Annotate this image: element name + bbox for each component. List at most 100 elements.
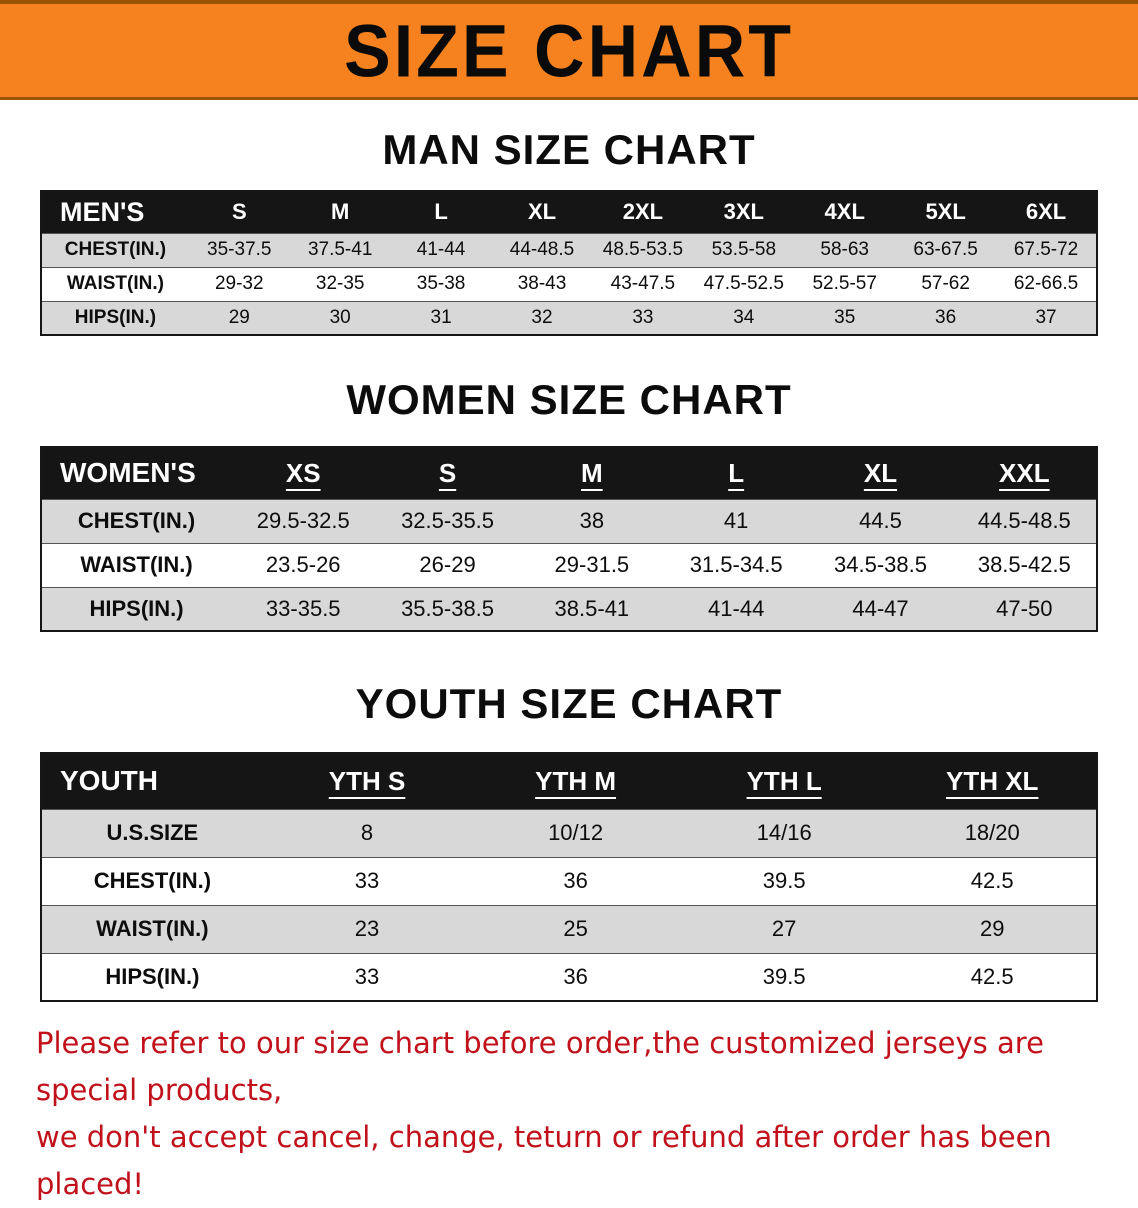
size-value-cell: 38-43 bbox=[517, 273, 567, 294]
row-label: WAIST(IN.) bbox=[96, 916, 209, 941]
size-value-cell: 44.5-48.5 bbox=[977, 508, 1071, 533]
size-value-cell: 29-31.5 bbox=[554, 552, 630, 577]
row-label: U.S.SIZE bbox=[106, 820, 199, 845]
row-label: HIPS(IN.) bbox=[105, 963, 200, 989]
size-value-cell: 34.5-38.5 bbox=[834, 552, 927, 577]
size-column-label: 2XL bbox=[622, 199, 664, 225]
row-label: CHEST(IN.) bbox=[93, 868, 212, 893]
size-column-label: L bbox=[434, 199, 448, 225]
men-section-heading: MAN SIZE CHART bbox=[382, 126, 756, 173]
size-column-label: M bbox=[581, 457, 603, 488]
row-label: HIPS(IN.) bbox=[89, 595, 184, 621]
size-column-label: YTH M bbox=[535, 765, 617, 796]
table-header-row: WOMEN'S XS S M L XL XXL bbox=[41, 447, 1097, 499]
size-value-cell: 37 bbox=[1035, 306, 1057, 328]
size-column-label: S bbox=[231, 199, 247, 225]
table-header-row: YOUTH YTH S YTH M YTH L YTH XL bbox=[41, 753, 1097, 809]
size-column-label: S bbox=[438, 457, 457, 488]
size-column-header: M bbox=[289, 191, 391, 233]
banner: SIZE CHART bbox=[0, 0, 1138, 100]
table-row: HIPS(IN.) 29 30 31 32 33 34 35 36 37 bbox=[41, 301, 1097, 335]
table-corner-label: YOUTH bbox=[41, 753, 263, 809]
size-value-cell: 27 bbox=[771, 916, 797, 941]
women-section-heading: WOMEN SIZE CHART bbox=[346, 376, 792, 423]
size-value-cell: 38.5-41 bbox=[554, 595, 630, 621]
size-column-label: M bbox=[331, 199, 350, 225]
size-value-cell: 10/12 bbox=[548, 820, 604, 845]
row-label: WAIST(IN.) bbox=[80, 552, 193, 577]
size-value-cell: 32-35 bbox=[315, 273, 365, 294]
size-column-header: XS bbox=[231, 447, 376, 499]
size-value-cell: 30 bbox=[329, 306, 351, 328]
size-value-cell: 32.5-35.5 bbox=[401, 508, 495, 533]
footer-note-line-1: Please refer to our size chart before or… bbox=[36, 1026, 1044, 1107]
size-value-cell: 42.5 bbox=[970, 963, 1014, 989]
size-value-cell: 44.5 bbox=[859, 508, 902, 533]
size-column-label: L bbox=[728, 457, 745, 488]
size-value-cell: 34 bbox=[733, 306, 755, 328]
size-value-cell: 35-37.5 bbox=[207, 239, 272, 260]
size-value-cell: 35-38 bbox=[416, 273, 466, 294]
row-label: CHEST(IN.) bbox=[77, 508, 196, 533]
size-value-cell: 29-32 bbox=[214, 273, 264, 294]
size-value-cell: 52.5-57 bbox=[812, 273, 877, 294]
size-value-cell: 23 bbox=[354, 916, 380, 941]
size-value-cell: 38 bbox=[579, 508, 605, 533]
size-value-cell: 26-29 bbox=[419, 552, 476, 577]
size-value-cell: 38.5-42.5 bbox=[977, 552, 1071, 577]
size-column-label: XXL bbox=[999, 457, 1050, 488]
size-column-label: YTH L bbox=[746, 765, 822, 796]
size-value-cell: 36 bbox=[563, 963, 588, 989]
size-value-cell: 41-44 bbox=[708, 595, 765, 621]
size-column-header: XL bbox=[491, 191, 593, 233]
size-table: YOUTH YTH S YTH M YTH L YTH XL U.S.SIZE 8 10/12… bbox=[40, 752, 1098, 1002]
size-value-cell: 33 bbox=[632, 306, 654, 328]
size-value-cell: 44-48.5 bbox=[509, 239, 575, 260]
women-size-table: WOMEN'S XS S M L XL XXL CHEST(IN.) 29.5-32.5 32.5… bbox=[0, 446, 1138, 632]
size-column-header: 4XL bbox=[794, 191, 896, 233]
size-column-label: 3XL bbox=[723, 199, 764, 225]
table-row: WAIST(IN.) 29-32 32-35 35-38 38-43 43-47.5 47.… bbox=[41, 267, 1097, 301]
size-value-cell: 23.5-26 bbox=[265, 552, 341, 577]
table-row: WAIST(IN.) 23 25 27 29 bbox=[41, 905, 1097, 953]
size-value-cell: 48.5-53.5 bbox=[602, 239, 684, 260]
size-value-cell: 29 bbox=[228, 306, 250, 328]
size-column-header: S bbox=[188, 191, 290, 233]
size-value-cell: 8 bbox=[360, 820, 374, 845]
size-column-label: 4XL bbox=[824, 199, 865, 225]
size-column-header: XL bbox=[808, 447, 953, 499]
size-value-cell: 33 bbox=[354, 963, 380, 989]
size-value-cell: 62-66.5 bbox=[1013, 273, 1079, 294]
size-value-cell: 67.5-72 bbox=[1013, 239, 1079, 260]
table-corner-label: MEN'S bbox=[41, 191, 189, 233]
size-value-cell: 57-62 bbox=[921, 273, 970, 294]
size-value-cell: 47-50 bbox=[996, 595, 1053, 621]
row-label: WAIST(IN.) bbox=[66, 273, 164, 294]
size-column-header: YTH M bbox=[471, 753, 680, 809]
youth-size-table: YOUTH YTH S YTH M YTH L YTH XL U.S.SIZE 8 10/12… bbox=[0, 752, 1138, 1002]
size-column-header: S bbox=[375, 447, 520, 499]
men-size-table: MEN'S S M L XL 2XL 3XL 4XL 5XL 6XL CHEST(IN.) 35-37… bbox=[0, 190, 1138, 336]
size-column-label: 6XL bbox=[1025, 199, 1067, 225]
youth-section-heading: YOUTH SIZE CHART bbox=[355, 680, 783, 727]
size-value-cell: 41-44 bbox=[416, 239, 466, 260]
size-column-header: YTH L bbox=[679, 753, 889, 809]
footer-note-line-2: we don't accept cancel, change, teturn o… bbox=[36, 1120, 1052, 1201]
size-column-header: M bbox=[519, 447, 665, 499]
size-column-label: XL bbox=[863, 457, 898, 488]
size-column-label: XL bbox=[527, 199, 557, 225]
size-column-label: YTH S bbox=[328, 765, 406, 796]
size-value-cell: 58-63 bbox=[820, 239, 870, 260]
table-row: U.S.SIZE 8 10/12 14/16 18/20 bbox=[41, 809, 1097, 857]
size-column-header: L bbox=[664, 447, 809, 499]
size-column-label: XS bbox=[285, 457, 321, 488]
size-value-cell: 39.5 bbox=[762, 963, 806, 989]
size-value-cell: 35 bbox=[834, 306, 856, 328]
men-size-section: MAN SIZE CHART MEN'S S M L XL 2XL 3XL 4XL 5XL 6XL… bbox=[0, 126, 1138, 336]
size-value-cell: 44-47 bbox=[852, 595, 909, 621]
size-value-cell: 36 bbox=[935, 306, 957, 328]
size-value-cell: 43-47.5 bbox=[610, 273, 676, 294]
size-column-header: L bbox=[390, 191, 492, 233]
size-table: MEN'S S M L XL 2XL 3XL 4XL 5XL 6XL CHEST(IN.) 35-37… bbox=[40, 190, 1098, 336]
table-header-row: MEN'S S M L XL 2XL 3XL 4XL 5XL 6XL bbox=[41, 191, 1097, 233]
